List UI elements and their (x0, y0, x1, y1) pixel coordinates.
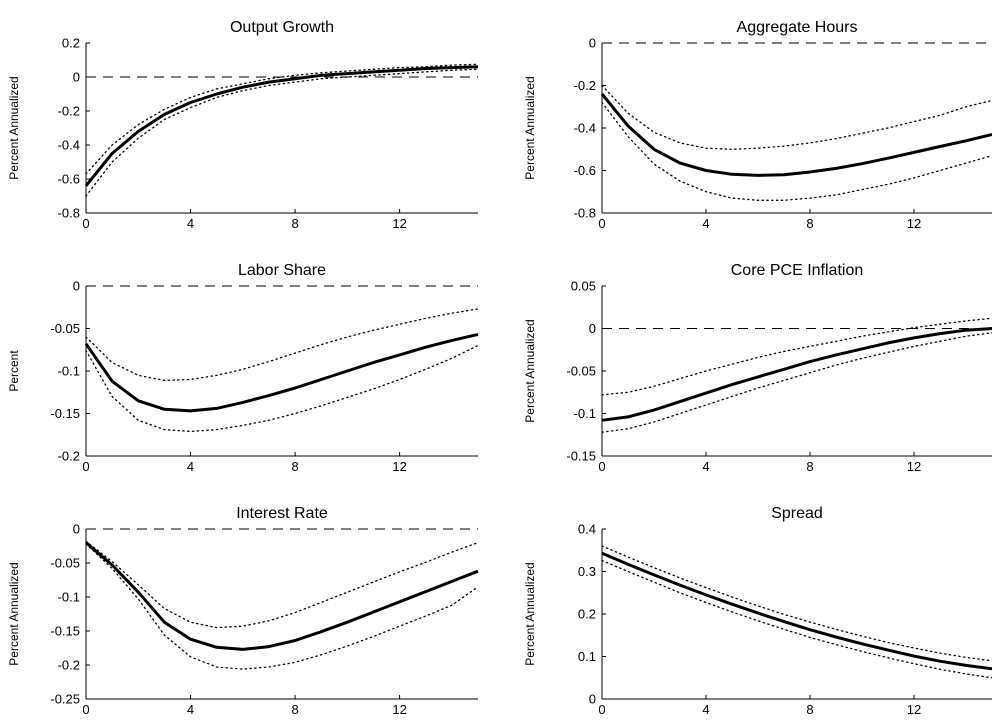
x-tick-label: 4 (187, 702, 194, 717)
series-line-median (601, 327, 992, 422)
x-tick-label: 0 (598, 216, 605, 231)
y-tick-label: -0.2 (58, 104, 80, 119)
x-tick-label: 4 (702, 459, 709, 474)
y-tick-label: -0.2 (58, 449, 80, 464)
series-line-lower (85, 344, 479, 433)
x-tick-label: 8 (291, 459, 298, 474)
series-line-lower (601, 332, 992, 433)
x-tick-label: 12 (907, 702, 921, 717)
panel-title: Core PCE Inflation (731, 262, 864, 279)
x-tick-label: 8 (806, 459, 813, 474)
series-line-upper (601, 317, 992, 396)
y-axis-label: Percent Annualized (7, 562, 21, 665)
series-line-lower (85, 543, 479, 670)
panel-1: Output Growth Percent Annualized 0.2 0 -0.2 -… (7, 19, 479, 231)
y-tick-label: 0 (589, 692, 596, 707)
series-line-median (85, 541, 479, 651)
series-line-upper (85, 308, 479, 382)
x-tick-label: 0 (598, 459, 605, 474)
y-axis-label: Percent Annualized (523, 76, 537, 179)
y-tick-label: 0 (73, 522, 80, 537)
x-tick-label: 4 (702, 702, 709, 717)
y-tick-label: -0.15 (50, 624, 80, 639)
y-tick-label: -0.05 (566, 364, 596, 379)
panel-title: Interest Rate (236, 505, 328, 522)
y-tick-label: -0.4 (574, 121, 596, 136)
x-tick-label: 8 (291, 216, 298, 231)
y-axis-label: Percent Annualized (523, 562, 537, 665)
y-tick-label: -0.6 (58, 172, 80, 187)
y-tick-label: 0.1 (578, 649, 596, 664)
y-tick-label: -0.05 (50, 321, 80, 336)
y-tick-label: -0.2 (574, 78, 596, 93)
y-tick-label: 0 (73, 70, 80, 85)
x-tick-label: 8 (806, 702, 813, 717)
y-axis-label: Percent Annualized (7, 76, 21, 179)
x-tick-label: 0 (598, 702, 605, 717)
panel-5: Interest Rate Percent Annualized 0 -0.05 -0.… (7, 505, 479, 717)
x-tick-label: 12 (392, 216, 406, 231)
y-tick-label: -0.25 (50, 692, 80, 707)
y-tick-label: 0 (589, 36, 596, 51)
series-line-median (84, 332, 479, 413)
panel-title: Labor Share (238, 262, 326, 279)
y-tick-label: -0.2 (58, 658, 80, 673)
panel-6: Spread Percent Annualized 0.4 0.3 0.2 0.1 00 4 8… (523, 505, 992, 717)
series-line-upper (601, 545, 992, 662)
y-tick-label: -0.8 (574, 206, 596, 221)
series-line-median (600, 93, 992, 177)
y-tick-label: -0.6 (574, 163, 596, 178)
series-line-lower (601, 101, 992, 201)
y-axis-label: Percent (7, 350, 21, 392)
series-line-lower (85, 68, 479, 197)
y-tick-label: 0 (73, 279, 80, 294)
series-line-upper (85, 540, 479, 629)
x-tick-label: 8 (806, 216, 813, 231)
x-tick-label: 0 (82, 216, 89, 231)
x-tick-label: 4 (702, 216, 709, 231)
x-tick-label: 12 (392, 459, 406, 474)
series-line-lower (601, 559, 992, 679)
x-tick-label: 12 (907, 459, 921, 474)
y-tick-label: 0.4 (578, 522, 596, 537)
x-tick-label: 0 (82, 702, 89, 717)
panel-title: Output Growth (230, 19, 334, 36)
panel-title: Spread (771, 505, 823, 522)
y-tick-label: 0.2 (62, 36, 80, 51)
y-axis-label: Percent Annualized (523, 319, 537, 422)
panel-title: Aggregate Hours (737, 19, 858, 36)
series-line-upper (85, 63, 479, 175)
x-tick-label: 0 (82, 459, 89, 474)
y-tick-label: 0.3 (578, 564, 596, 579)
panel-4: Core PCE Inflation Percent Annualized 0.05… (523, 262, 992, 474)
y-tick-label: 0.05 (571, 279, 596, 294)
x-tick-label: 4 (187, 216, 194, 231)
y-tick-label: -0.1 (58, 590, 80, 605)
y-tick-label: 0.2 (578, 607, 596, 622)
y-tick-label: -0.1 (58, 364, 80, 379)
x-tick-label: 12 (907, 216, 921, 231)
y-tick-label: -0.05 (50, 556, 80, 571)
y-tick-label: -0.15 (566, 449, 596, 464)
y-tick-label: -0.4 (58, 138, 80, 153)
series-line-upper (601, 84, 992, 150)
y-tick-label: -0.15 (50, 406, 80, 421)
series-line-median (84, 65, 479, 187)
x-tick-label: 8 (291, 702, 298, 717)
y-tick-label: -0.1 (574, 406, 596, 421)
panel-2: Aggregate Hours Percent Annualized 0 -0.2 -0… (523, 19, 992, 231)
y-tick-label: 0 (589, 321, 596, 336)
x-tick-label: 12 (392, 702, 406, 717)
x-tick-label: 4 (187, 459, 194, 474)
series-line-median (601, 551, 992, 671)
y-tick-label: -0.8 (58, 206, 80, 221)
